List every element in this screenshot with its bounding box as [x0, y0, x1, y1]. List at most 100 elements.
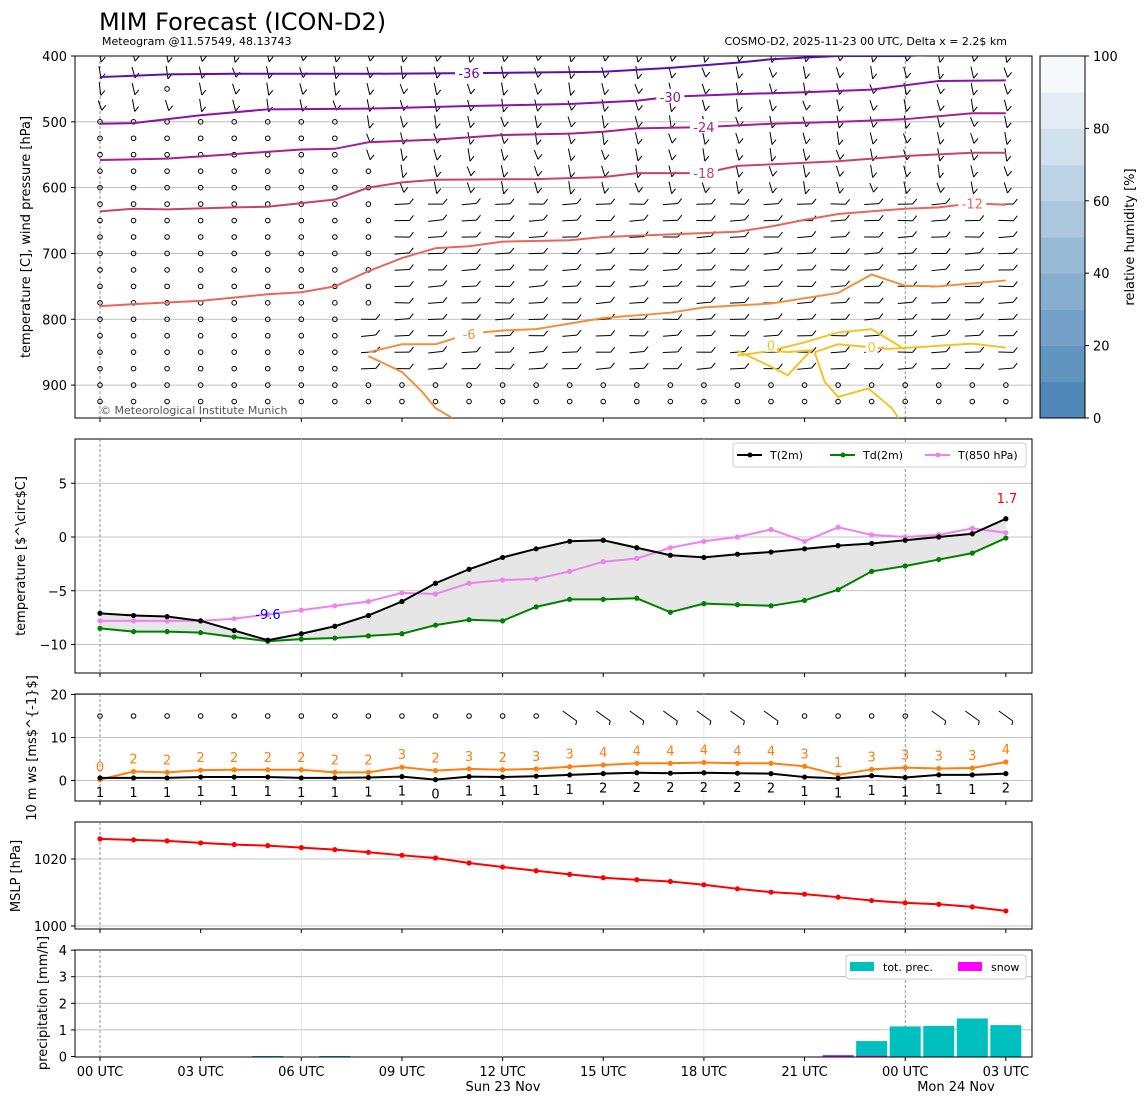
colorbar-band	[1040, 273, 1085, 310]
mslp-point	[567, 872, 572, 877]
mean-wind-value-label: 1	[834, 786, 842, 801]
gust-value-label: 2	[163, 753, 171, 768]
mean-wind-point	[601, 771, 606, 776]
colorbar-band	[1040, 309, 1085, 346]
wind-ylabel: 10 m ws [ms$^{-1}$]	[25, 675, 40, 821]
t2m-point	[534, 546, 539, 551]
y-tick-label: 1000	[34, 920, 67, 935]
t850-point	[232, 616, 237, 621]
t850-point	[601, 559, 606, 564]
td2m-point	[869, 569, 874, 574]
mean-wind-point	[1003, 771, 1008, 776]
t2m-point	[601, 538, 606, 543]
gust-value-label: 2	[331, 753, 339, 768]
legend-snow-swatch	[958, 962, 982, 971]
precip-bar	[957, 1018, 988, 1056]
precip-bar	[923, 1026, 954, 1057]
gust-value-label: 4	[700, 743, 708, 758]
wind-barb-flag	[676, 721, 677, 725]
mean-wind-value-label: 2	[599, 782, 607, 797]
wind-barb	[764, 711, 778, 721]
mean-wind-point	[936, 772, 941, 777]
mslp-point	[466, 860, 471, 865]
td2m-point	[903, 563, 908, 568]
model-subtitle: COSMO-D2, 2025-11-23 00 UTC, Delta x = 2…	[724, 35, 1007, 48]
mean-wind-value-label: 1	[868, 784, 876, 799]
calm-wind-symbol	[467, 714, 472, 719]
mslp-point	[433, 855, 438, 860]
gust-value-label: 2	[230, 751, 238, 766]
t850-point	[802, 539, 807, 544]
t850-point	[701, 539, 706, 544]
mslp-point	[970, 904, 975, 909]
wind-barb	[831, 237, 846, 238]
legend-snow-label: snow	[991, 961, 1019, 974]
y-tick-label: 0	[59, 1051, 67, 1066]
td2m-point	[534, 604, 539, 609]
mean-wind-value-label: 1	[532, 784, 540, 799]
gust-value-label: 3	[566, 748, 574, 763]
colorbar-tick-label: 80	[1093, 122, 1110, 137]
t850-point	[768, 527, 773, 532]
mean-wind-value-label: 1	[264, 785, 272, 800]
gust-point	[970, 765, 975, 770]
isotherm-label: -30	[660, 91, 681, 106]
precip-bar	[990, 1025, 1021, 1056]
wind-barb	[596, 270, 611, 271]
gust-point	[802, 764, 807, 769]
gust-point	[265, 767, 270, 772]
mslp-point	[265, 843, 270, 848]
gust-value-label: 3	[935, 749, 943, 764]
mean-wind-value-label: 1	[566, 783, 574, 798]
mean-wind-point	[903, 775, 908, 780]
gust-value-label: 2	[364, 753, 372, 768]
gust-point	[601, 762, 606, 767]
mean-wind-point	[768, 771, 773, 776]
mean-wind-value-label: 2	[767, 782, 775, 797]
y-tick-label: 20	[50, 689, 67, 704]
gust-point	[768, 761, 773, 766]
y-tick-label: 10	[50, 732, 67, 747]
x-tick-label: 21 UTC	[781, 1065, 827, 1080]
t2m-point	[903, 538, 908, 543]
x-tick-label: 00 UTC	[882, 1065, 928, 1080]
colorbar-band	[1040, 92, 1085, 129]
mean-wind-point	[970, 772, 975, 777]
wind-barb	[931, 237, 946, 238]
gust-value-label: 3	[901, 749, 909, 764]
gust-point	[299, 767, 304, 772]
mean-wind-point	[232, 774, 237, 779]
temperature-ylabel: temperature [$^\circ$C]	[14, 476, 29, 636]
copyright-label: © Meteorological Institute Munich	[100, 404, 287, 417]
td2m-point	[936, 557, 941, 562]
precip-bar	[890, 1026, 921, 1056]
wind-barb	[931, 368, 946, 369]
gust-value-label: 3	[968, 749, 976, 764]
gust-value-label: 1	[834, 756, 842, 771]
gust-value-label: 2	[498, 751, 506, 766]
t850-point	[366, 599, 371, 604]
temperature-legend: T(2m) Td(2m) T(850 hPa)	[733, 443, 1026, 467]
gust-value-label: 4	[1002, 743, 1010, 758]
t2m-point	[701, 555, 706, 560]
td2m-point	[634, 596, 639, 601]
mslp-point	[701, 882, 706, 887]
mslp-point	[634, 877, 639, 882]
t2m-point	[198, 618, 203, 623]
wind-barb	[663, 220, 678, 221]
mean-wind-point	[332, 775, 337, 780]
mslp-point	[299, 845, 304, 850]
t2m-point	[567, 539, 572, 544]
mean-wind-value-label: 1	[331, 786, 339, 801]
t2m-point	[500, 555, 505, 560]
td2m-point	[299, 637, 304, 642]
y-tick-label: 700	[42, 247, 67, 262]
mslp-point	[936, 902, 941, 907]
colorbar-tick-label: 40	[1093, 267, 1110, 282]
t2m-point	[836, 543, 841, 548]
t2m-point	[802, 546, 807, 551]
t850-point	[970, 526, 975, 531]
